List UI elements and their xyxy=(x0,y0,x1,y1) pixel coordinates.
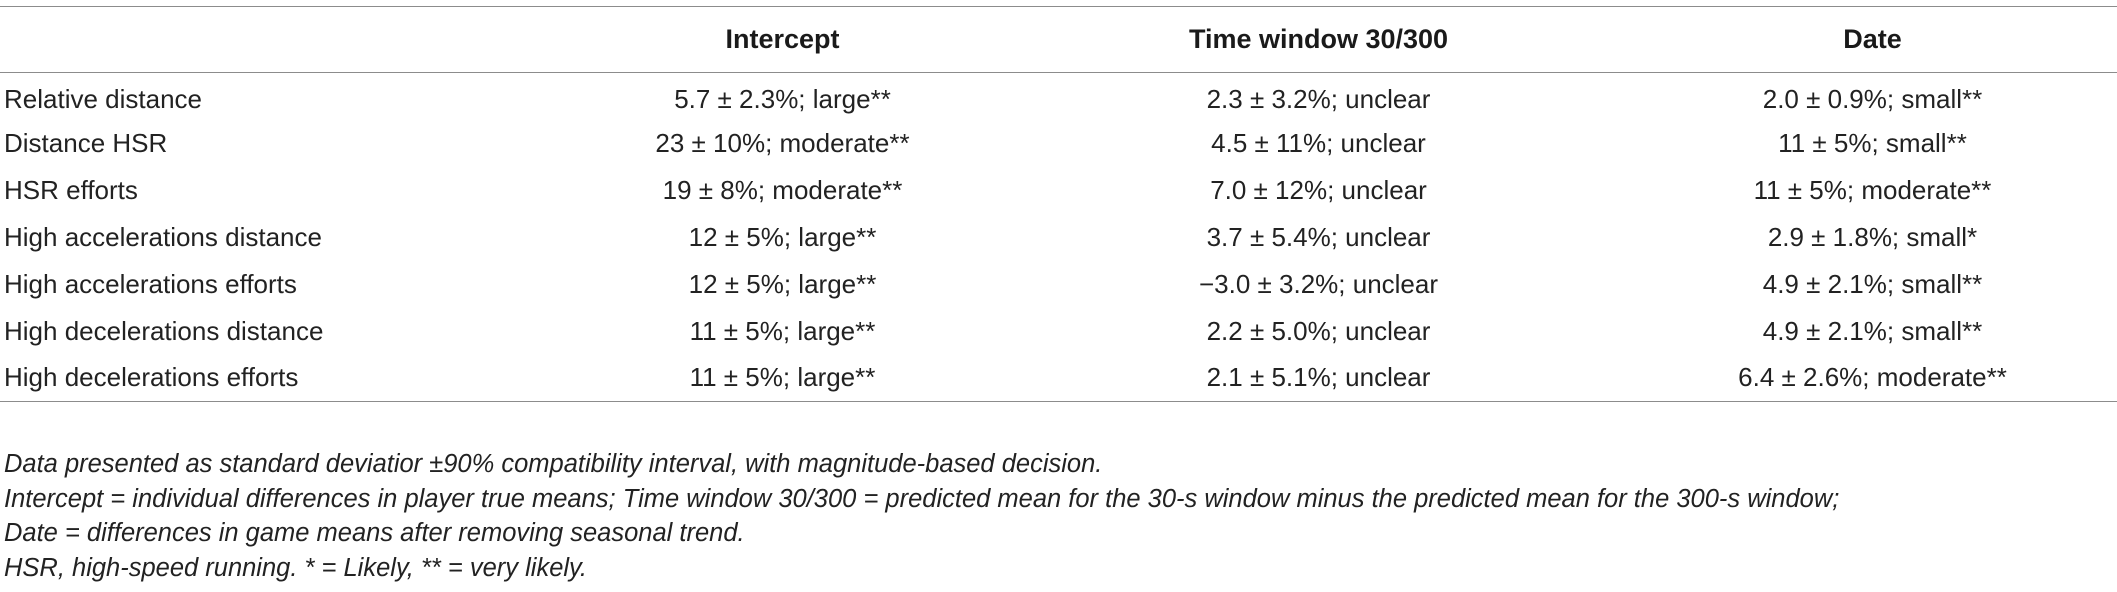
cell-date: 11 ± 5%; small** xyxy=(1778,127,1967,158)
header-empty xyxy=(0,7,556,73)
table-row: Distance HSR 23 ± 10%; moderate** 4.5 ± … xyxy=(0,120,2117,167)
cell-time-window: 7.0 ± 12%; unclear xyxy=(1210,174,1427,205)
cell-intercept: 11 ± 5%; large** xyxy=(689,315,876,346)
table-header: Intercept Time window 30/300 Date xyxy=(0,6,2117,73)
row-label: Distance HSR xyxy=(4,127,168,158)
cell-intercept: 5.7 ± 2.3%; large** xyxy=(674,83,891,114)
footnote-line: HSR, high-speed running. * = Likely, ** … xyxy=(4,553,588,582)
table-row: High accelerations efforts 12 ± 5%; larg… xyxy=(0,261,2117,308)
cell-intercept: 19 ± 8%; moderate** xyxy=(662,174,903,205)
row-label: Relative distance xyxy=(4,83,202,114)
row-label: HSR efforts xyxy=(4,174,138,205)
row-label: High decelerations efforts xyxy=(4,362,299,393)
footnote-line: Intercept = individual differences in pl… xyxy=(4,484,1840,513)
table-footnotes: Data presented as standard deviatior ±90… xyxy=(4,447,2114,585)
table-body: Relative distance 5.7 ± 2.3%; large** 2.… xyxy=(0,73,2117,402)
table-row: High decelerations distance 11 ± 5%; lar… xyxy=(0,308,2117,355)
header-date: Date xyxy=(1843,24,1902,54)
cell-intercept: 23 ± 10%; moderate** xyxy=(655,127,910,158)
cell-date: 2.0 ± 0.9%; small** xyxy=(1762,83,1983,114)
cell-intercept: 11 ± 5%; large** xyxy=(689,362,876,393)
header-time-window: Time window 30/300 xyxy=(1188,24,1449,54)
cell-time-window: 2.3 ± 3.2%; unclear xyxy=(1206,83,1431,114)
cell-intercept: 12 ± 5%; large** xyxy=(688,268,877,299)
table-row: High accelerations distance 12 ± 5%; lar… xyxy=(0,214,2117,261)
results-table: Intercept Time window 30/300 Date Relati… xyxy=(0,6,2117,402)
cell-time-window: −3.0 ± 3.2%; unclear xyxy=(1198,268,1439,299)
cell-time-window: 2.2 ± 5.0%; unclear xyxy=(1206,315,1431,346)
cell-time-window: 2.1 ± 5.1%; unclear xyxy=(1206,362,1431,393)
cell-date: 11 ± 5%; moderate** xyxy=(1753,174,1992,205)
cell-date: 4.9 ± 2.1%; small** xyxy=(1762,315,1983,346)
row-label: High accelerations efforts xyxy=(4,268,297,299)
footnote-line: Date = differences in game means after r… xyxy=(4,519,745,547)
row-label: High decelerations distance xyxy=(4,315,324,346)
cell-date: 2.9 ± 1.8%; small* xyxy=(1767,221,1978,252)
row-label: High accelerations distance xyxy=(4,221,322,252)
cell-date: 6.4 ± 2.6%; moderate** xyxy=(1738,362,2007,393)
footnote-line: Data presented as standard deviatior ±90… xyxy=(4,450,1103,478)
cell-date: 4.9 ± 2.1%; small** xyxy=(1762,268,1983,299)
header-row: Intercept Time window 30/300 Date xyxy=(0,6,2117,73)
cell-intercept: 12 ± 5%; large** xyxy=(688,221,877,252)
cell-time-window: 3.7 ± 5.4%; unclear xyxy=(1206,221,1431,252)
cell-time-window: 4.5 ± 11%; unclear xyxy=(1211,127,1426,158)
table-row: HSR efforts 19 ± 8%; moderate** 7.0 ± 12… xyxy=(0,167,2117,214)
table-row: High decelerations efforts 11 ± 5%; larg… xyxy=(0,355,2117,402)
table-row: Relative distance 5.7 ± 2.3%; large** 2.… xyxy=(0,73,2117,120)
header-intercept: Intercept xyxy=(725,24,840,54)
